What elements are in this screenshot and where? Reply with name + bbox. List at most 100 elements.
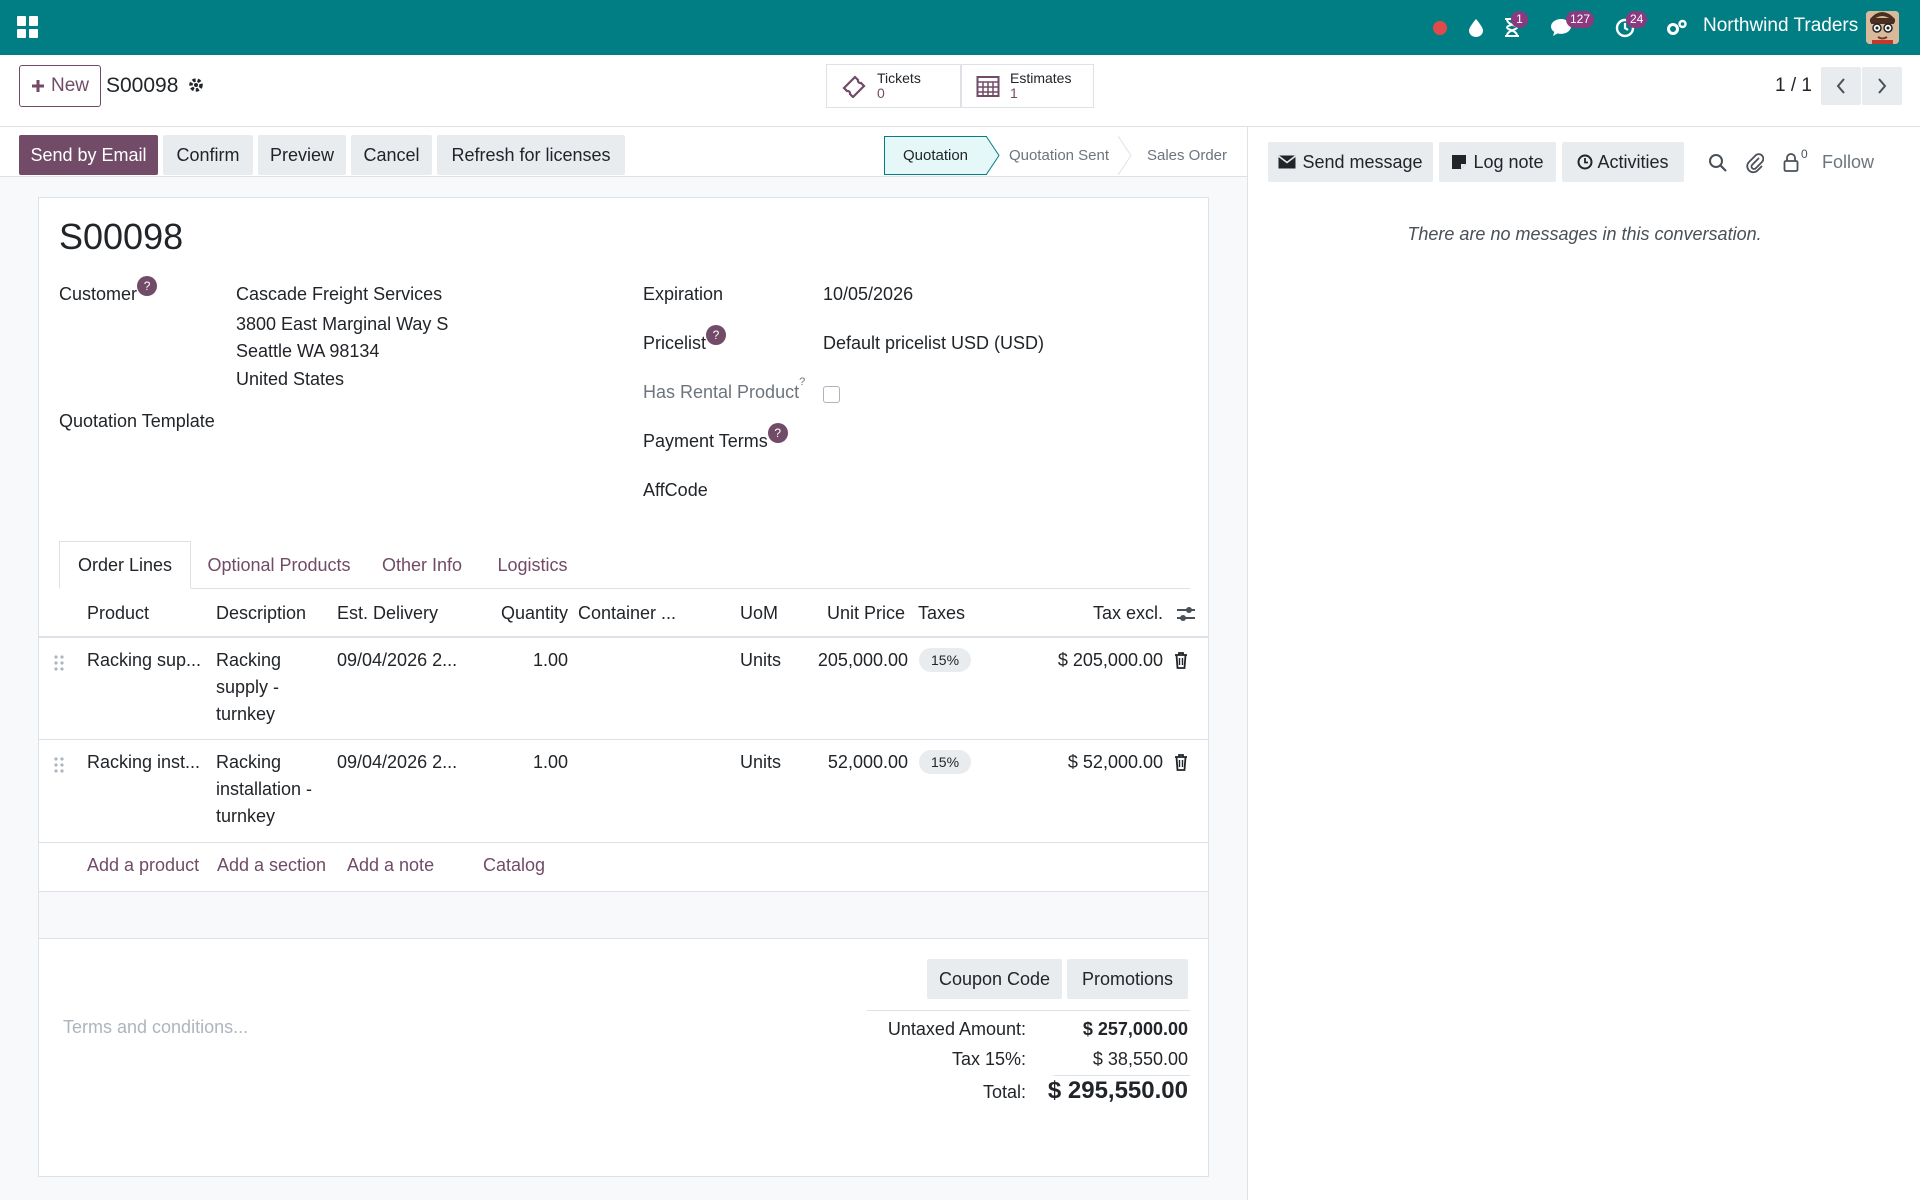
customer-label: Customer?	[59, 276, 158, 305]
tab-logistics[interactable]: Logistics	[497, 554, 568, 575]
customer-name[interactable]: Cascade Freight Services	[236, 284, 443, 304]
tickets-smart-button[interactable]: Tickets 0	[826, 64, 961, 108]
droplet-icon[interactable]	[1464, 0, 1488, 55]
optional-columns-icon[interactable]	[1176, 605, 1196, 623]
tax-badge[interactable]: 15%	[919, 648, 972, 672]
add-note-link[interactable]: Add a note	[347, 855, 435, 875]
col-unit-price[interactable]: Unit Price	[827, 603, 906, 623]
table-row[interactable]: Racking sup... Racking supply - turnkey …	[39, 638, 1208, 740]
search-icon[interactable]	[1708, 153, 1728, 173]
preview-button[interactable]: Preview	[258, 135, 346, 175]
apps-menu-icon[interactable]	[17, 16, 39, 38]
send-by-email-button[interactable]: Send by Email	[19, 135, 158, 175]
pager-next-button[interactable]	[1862, 67, 1902, 105]
line-quantity[interactable]: 1.00	[533, 650, 569, 670]
new-button-label: New	[50, 75, 89, 96]
line-uom[interactable]: Units	[740, 752, 782, 772]
drag-handle-icon[interactable]	[54, 655, 64, 671]
chevron-left-icon	[1836, 78, 1845, 94]
settings-icon[interactable]	[1664, 0, 1690, 55]
stage-sales-order[interactable]: Sales Order	[1146, 147, 1228, 164]
col-container[interactable]: Container ...	[578, 603, 677, 623]
col-est-delivery[interactable]: Est. Delivery	[337, 603, 439, 623]
col-product[interactable]: Product	[87, 603, 150, 623]
line-description[interactable]: Racking supply - turnkey	[216, 650, 282, 724]
line-subtotal: $ 205,000.00	[1057, 650, 1163, 670]
line-quantity[interactable]: 1.00	[533, 752, 569, 772]
total-label: Total:	[982, 1082, 1026, 1102]
line-subtotal: $ 52,000.00	[1067, 752, 1163, 772]
promotions-button[interactable]: Promotions	[1067, 959, 1188, 999]
pager-previous-button[interactable]	[1821, 67, 1861, 105]
tab-optional-products[interactable]: Optional Products	[207, 554, 351, 575]
stage-quotation-sent[interactable]: Quotation Sent	[1008, 147, 1110, 164]
line-unit-price[interactable]: 52,000.00	[827, 752, 908, 772]
line-product[interactable]: Racking sup...	[87, 650, 202, 670]
form-sheet: S00098 Customer? Cascade Freight Service…	[38, 197, 1209, 1177]
line-est-delivery[interactable]: 09/04/2026 2...	[337, 650, 458, 670]
new-button[interactable]: New	[19, 65, 101, 107]
table-row[interactable]: Racking inst... Racking installation - t…	[39, 740, 1208, 843]
tax-label: Tax 15%:	[951, 1049, 1026, 1069]
payment-terms-label: Payment Terms?	[643, 423, 788, 452]
calendar-grid-icon	[976, 76, 1000, 97]
gear-icon[interactable]	[187, 76, 205, 94]
lock-icon[interactable]	[1783, 152, 1799, 172]
col-tax-excl[interactable]: Tax excl.	[1092, 603, 1163, 623]
paperclip-icon[interactable]	[1746, 152, 1764, 174]
order-lines-header: Product Description Est. Delivery Quanti…	[39, 589, 1208, 638]
untaxed-amount-value: $ 257,000.00	[1082, 1019, 1188, 1039]
col-uom[interactable]: UoM	[740, 603, 779, 623]
add-line-links: Add a product Add a section Add a note C…	[39, 843, 1208, 892]
chevron-right-icon	[1878, 78, 1887, 94]
pricelist-field[interactable]: Default pricelist USD (USD)	[823, 333, 1045, 353]
add-product-link[interactable]: Add a product	[87, 855, 200, 875]
clock-badge: 24	[1626, 11, 1648, 28]
help-icon[interactable]: ?	[706, 325, 727, 345]
refresh-licenses-button[interactable]: Refresh for licenses	[437, 135, 625, 175]
stage-quotation[interactable]: Quotation	[884, 136, 987, 175]
follow-button[interactable]: Follow	[1822, 152, 1875, 172]
coupon-code-button[interactable]: Coupon Code	[927, 959, 1062, 999]
add-section-link[interactable]: Add a section	[217, 855, 327, 875]
customer-street: 3800 East Marginal Way S	[236, 314, 449, 334]
tax-value: $ 38,550.00	[1092, 1049, 1188, 1069]
user-avatar[interactable]	[1866, 11, 1899, 44]
help-icon[interactable]: ?	[137, 276, 158, 296]
tab-other-info[interactable]: Other Info	[381, 554, 463, 575]
line-uom[interactable]: Units	[740, 650, 782, 670]
tab-order-lines[interactable]: Order Lines	[59, 541, 191, 589]
pager-value[interactable]: 1 / 1	[1775, 75, 1812, 96]
estimates-smart-button[interactable]: Estimates 1	[961, 64, 1094, 108]
rental-product-checkbox[interactable]	[823, 386, 840, 403]
col-quantity[interactable]: Quantity	[501, 603, 569, 623]
total-value: $ 295,550.00	[1047, 1077, 1188, 1104]
col-description[interactable]: Description	[216, 603, 307, 623]
envelope-icon	[1278, 155, 1297, 169]
followers-count: 0	[1801, 147, 1808, 161]
expiration-field[interactable]: 10/05/2026	[823, 284, 914, 304]
ticket-icon	[842, 75, 866, 98]
cancel-button[interactable]: Cancel	[351, 135, 432, 175]
line-description[interactable]: Racking installation - turnkey	[216, 752, 313, 826]
terms-conditions-field[interactable]: Terms and conditions...	[63, 1017, 249, 1037]
trash-icon[interactable]	[1174, 652, 1188, 669]
note-icon	[1452, 155, 1467, 169]
company-name[interactable]: Northwind Traders	[1703, 15, 1859, 36]
drag-handle-icon[interactable]	[54, 757, 64, 773]
rental-product-label: Has Rental Product?	[643, 376, 806, 402]
send-message-button[interactable]: Send message	[1268, 142, 1433, 182]
line-product[interactable]: Racking inst...	[87, 752, 201, 772]
line-est-delivery[interactable]: 09/04/2026 2...	[337, 752, 458, 772]
help-icon[interactable]: ?	[767, 423, 788, 443]
confirm-button[interactable]: Confirm	[163, 135, 253, 175]
total-divider	[1053, 1075, 1190, 1076]
activities-button[interactable]: Activities	[1562, 142, 1684, 182]
col-taxes[interactable]: Taxes	[918, 603, 966, 623]
trash-icon[interactable]	[1174, 754, 1188, 771]
line-unit-price[interactable]: 205,000.00	[817, 650, 908, 670]
tax-badge[interactable]: 15%	[919, 750, 972, 774]
record-icon[interactable]	[1428, 0, 1452, 55]
catalog-link[interactable]: Catalog	[483, 855, 546, 875]
log-note-button[interactable]: Log note	[1439, 142, 1556, 182]
